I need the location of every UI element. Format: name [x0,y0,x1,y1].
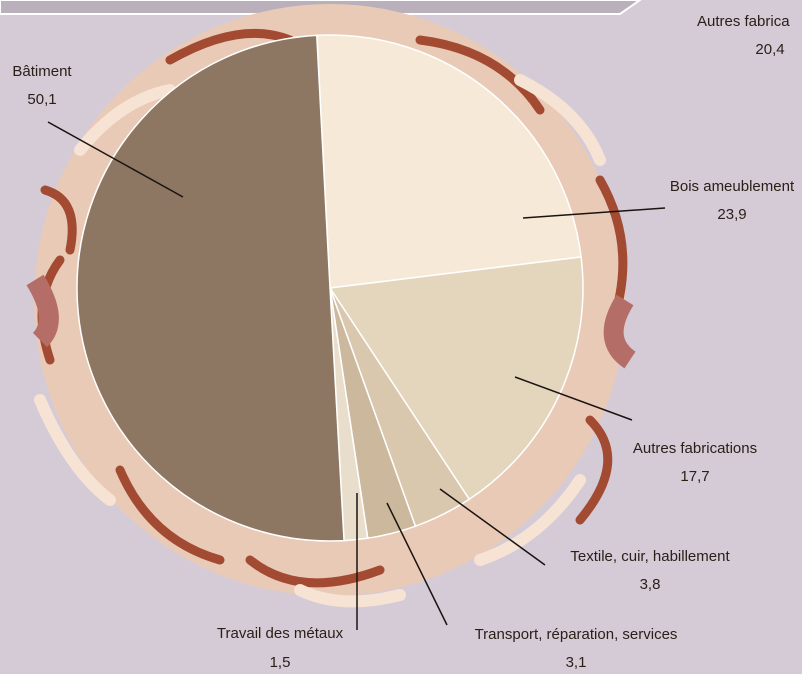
value-label: 17,7 [680,468,709,485]
value-label: 3,8 [640,576,661,593]
slice-label: Bois ameublement [670,178,795,195]
value-label: 50,1 [27,91,56,108]
chart: Autres fabrica 20,4 Bois ameublement 23,9… [0,0,802,674]
slice-label: Travail des métaux [217,625,344,642]
slice-label: Transport, réparation, services [475,626,678,643]
slice-label: Autres fabrications [633,440,757,457]
cropped-value: 20,4 [755,41,784,58]
slice-label: Textile, cuir, habillement [570,548,730,565]
cropped-label: Autres fabrica [697,13,790,30]
value-label: 1,5 [270,654,291,671]
value-label: 23,9 [717,206,746,223]
slice-label: Bâtiment [12,63,72,80]
value-label: 3,1 [566,654,587,671]
